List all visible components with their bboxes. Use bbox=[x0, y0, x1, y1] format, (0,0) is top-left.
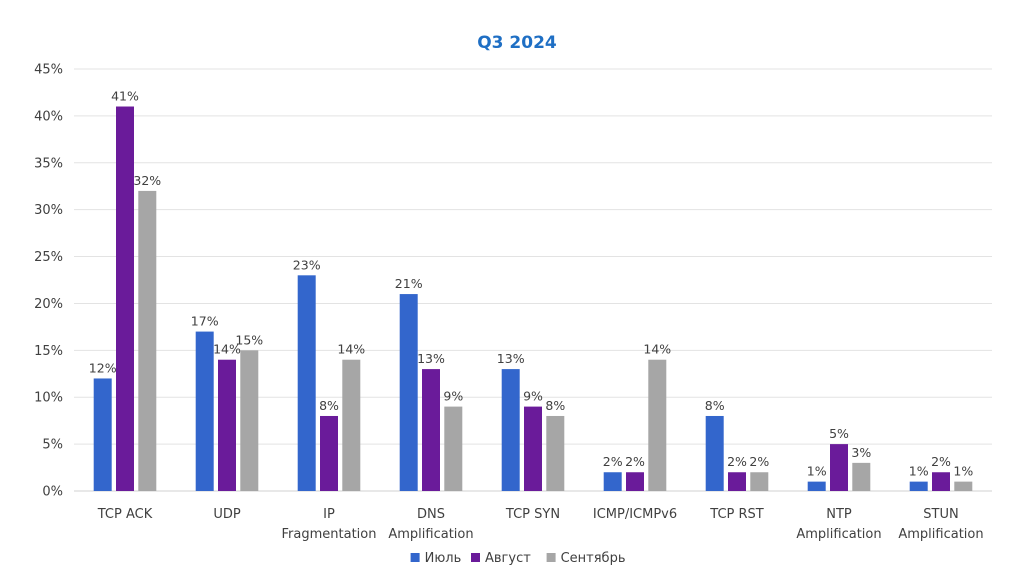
x-tick-label: TCP ACK bbox=[97, 507, 153, 522]
y-tick-label: 25% bbox=[34, 250, 63, 265]
data-label: 1% bbox=[807, 464, 827, 479]
bar bbox=[218, 359, 236, 491]
data-label: 14% bbox=[337, 342, 365, 357]
data-label: 14% bbox=[643, 342, 671, 357]
y-tick-label: 0% bbox=[42, 485, 63, 500]
bar bbox=[603, 472, 622, 491]
bar bbox=[524, 406, 542, 491]
y-axis-ticks: 0% 5% 10% 15% 20% 25% 30% 35% 40% 45% bbox=[34, 63, 63, 500]
bar bbox=[830, 444, 848, 491]
data-label: 41% bbox=[111, 89, 139, 104]
bar bbox=[116, 106, 134, 491]
bar bbox=[399, 294, 418, 491]
data-label: 8% bbox=[319, 398, 339, 413]
bar bbox=[342, 359, 361, 491]
data-labels: 12%41%32%17%14%15%23%8%14%21%13%9%13%9%8… bbox=[89, 89, 974, 479]
bar bbox=[750, 472, 769, 491]
data-label: 14% bbox=[213, 342, 241, 357]
y-tick-label: 15% bbox=[34, 344, 63, 359]
data-label: 2% bbox=[749, 454, 769, 469]
x-tick-label: Amplification bbox=[796, 527, 881, 542]
x-tick-label: DNS bbox=[417, 507, 445, 522]
bar bbox=[909, 481, 928, 491]
bar bbox=[501, 369, 520, 491]
data-label: 2% bbox=[727, 454, 747, 469]
legend-label: Июль bbox=[425, 551, 462, 566]
legend-swatch bbox=[410, 553, 420, 562]
x-tick-label: UDP bbox=[213, 507, 241, 522]
data-label: 5% bbox=[829, 426, 849, 441]
y-tick-label: 35% bbox=[34, 156, 63, 171]
legend-swatch bbox=[546, 553, 556, 562]
bar bbox=[807, 481, 826, 491]
data-label: 2% bbox=[625, 454, 645, 469]
x-tick-label: ICMP/ICMPv6 bbox=[593, 507, 677, 522]
legend: Июль Август Сентябрь bbox=[410, 551, 626, 566]
x-tick-label: IP bbox=[323, 507, 335, 522]
bar bbox=[195, 331, 214, 491]
data-label: 8% bbox=[545, 398, 565, 413]
data-label: 15% bbox=[235, 332, 263, 347]
data-label: 13% bbox=[497, 351, 525, 366]
x-tick-label: TCP RST bbox=[709, 507, 764, 522]
bar bbox=[320, 415, 338, 491]
bar bbox=[954, 481, 973, 491]
bar bbox=[705, 415, 724, 491]
data-label: 13% bbox=[417, 351, 445, 366]
x-tick-label: Fragmentation bbox=[282, 527, 377, 542]
x-axis-categories: TCP ACK UDP IP Fragmentation DNS Amplificatio… bbox=[97, 507, 984, 542]
bar bbox=[728, 472, 746, 491]
x-tick-label: TCP SYN bbox=[505, 507, 560, 522]
data-label: 32% bbox=[133, 173, 161, 188]
bar bbox=[422, 369, 440, 491]
x-tick-label: STUN bbox=[923, 507, 958, 522]
bar bbox=[626, 472, 644, 491]
x-tick-label: Amplification bbox=[388, 527, 473, 542]
chart-title: Q3 2024 bbox=[477, 33, 557, 53]
bar bbox=[297, 275, 316, 491]
y-tick-label: 10% bbox=[34, 391, 63, 406]
y-tick-label: 45% bbox=[34, 63, 63, 78]
data-label: 12% bbox=[89, 360, 117, 375]
legend-label: Август bbox=[485, 551, 531, 566]
data-label: 1% bbox=[909, 464, 929, 479]
data-label: 8% bbox=[705, 398, 725, 413]
x-tick-label: Amplification bbox=[898, 527, 983, 542]
bar bbox=[240, 350, 259, 491]
bar bbox=[648, 359, 667, 491]
bar bbox=[852, 462, 871, 491]
y-tick-label: 5% bbox=[42, 438, 63, 453]
legend-label: Сентябрь bbox=[561, 551, 626, 566]
legend-swatch bbox=[471, 553, 480, 562]
data-label: 3% bbox=[851, 445, 871, 460]
bar bbox=[93, 378, 112, 491]
y-tick-label: 40% bbox=[34, 109, 63, 124]
y-tick-label: 30% bbox=[34, 203, 63, 218]
data-label: 2% bbox=[931, 454, 951, 469]
data-label: 17% bbox=[191, 314, 219, 329]
bar bbox=[444, 406, 463, 491]
bar bbox=[932, 472, 950, 491]
data-label: 9% bbox=[443, 389, 463, 404]
data-label: 1% bbox=[953, 464, 973, 479]
data-label: 9% bbox=[523, 389, 543, 404]
data-label: 2% bbox=[603, 454, 623, 469]
bar bbox=[546, 415, 565, 491]
y-tick-label: 20% bbox=[34, 297, 63, 312]
bars bbox=[93, 106, 973, 491]
bar bbox=[138, 190, 157, 491]
data-label: 21% bbox=[395, 276, 423, 291]
x-tick-label: NTP bbox=[826, 507, 852, 522]
data-label: 23% bbox=[293, 257, 321, 272]
